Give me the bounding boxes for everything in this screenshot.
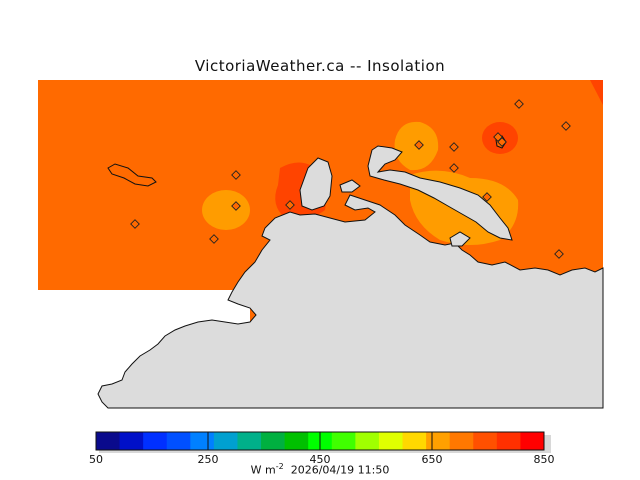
station-marker bbox=[414, 140, 424, 150]
insolation-patch-west bbox=[202, 190, 250, 230]
colorbar-swatch bbox=[119, 432, 144, 450]
station-marker bbox=[231, 201, 241, 211]
colorbar-swatch bbox=[331, 432, 356, 450]
station-marker bbox=[449, 163, 459, 173]
colorbar-tick-label: 850 bbox=[533, 453, 555, 466]
colorbar-swatch bbox=[284, 432, 309, 450]
station-marker bbox=[554, 249, 564, 259]
colorbar-swatch bbox=[496, 432, 521, 450]
island-small bbox=[339, 179, 361, 193]
units-timestamp: W m-2 2026/04/19 11:50 bbox=[0, 462, 640, 477]
station-marker bbox=[449, 142, 459, 152]
timestamp: 2026/04/19 11:50 bbox=[290, 463, 390, 477]
colorbar-swatch bbox=[237, 432, 262, 450]
station-markers bbox=[130, 99, 571, 259]
unit-label: W m bbox=[250, 463, 276, 477]
station-marker bbox=[209, 234, 219, 244]
station-marker bbox=[497, 137, 507, 147]
map-title: VictoriaWeather.ca -- Insolation bbox=[194, 57, 446, 75]
colorbar-swatch bbox=[143, 432, 168, 450]
colorbar-swatch bbox=[520, 432, 545, 450]
colorbar-swatch bbox=[96, 432, 121, 450]
colorbar-swatch bbox=[166, 432, 191, 450]
island-loop-west bbox=[107, 163, 157, 187]
land-mass bbox=[97, 194, 604, 409]
island-spit bbox=[367, 145, 513, 241]
colorbar-swatch bbox=[449, 432, 474, 450]
station-marker bbox=[130, 219, 140, 229]
colorbar-swatch bbox=[213, 432, 238, 450]
station-marker bbox=[482, 192, 492, 202]
colorbar-swatch bbox=[473, 432, 498, 450]
colorbar-swatch bbox=[190, 432, 215, 450]
colorbar-tick-label: 450 bbox=[309, 453, 331, 466]
colorbar-swatch bbox=[355, 432, 380, 450]
colorbar-swatch bbox=[402, 432, 427, 450]
insolation-patch-red-3 bbox=[590, 80, 603, 105]
unit-exponent: -2 bbox=[275, 462, 284, 471]
station-marker bbox=[285, 200, 295, 210]
colorbar-swatch bbox=[261, 432, 286, 450]
colorbar-swatch bbox=[426, 432, 451, 450]
island-east-sliver bbox=[449, 231, 471, 247]
colorbar-swatch bbox=[378, 432, 404, 450]
peninsula bbox=[299, 157, 333, 211]
station-marker bbox=[514, 99, 524, 109]
colorbar-tick-label: 650 bbox=[421, 453, 443, 466]
station-marker bbox=[561, 121, 571, 131]
station-marker bbox=[231, 170, 241, 180]
colorbar-tick-label: 250 bbox=[197, 453, 219, 466]
colorbar-tick-label: 50 bbox=[89, 453, 103, 466]
